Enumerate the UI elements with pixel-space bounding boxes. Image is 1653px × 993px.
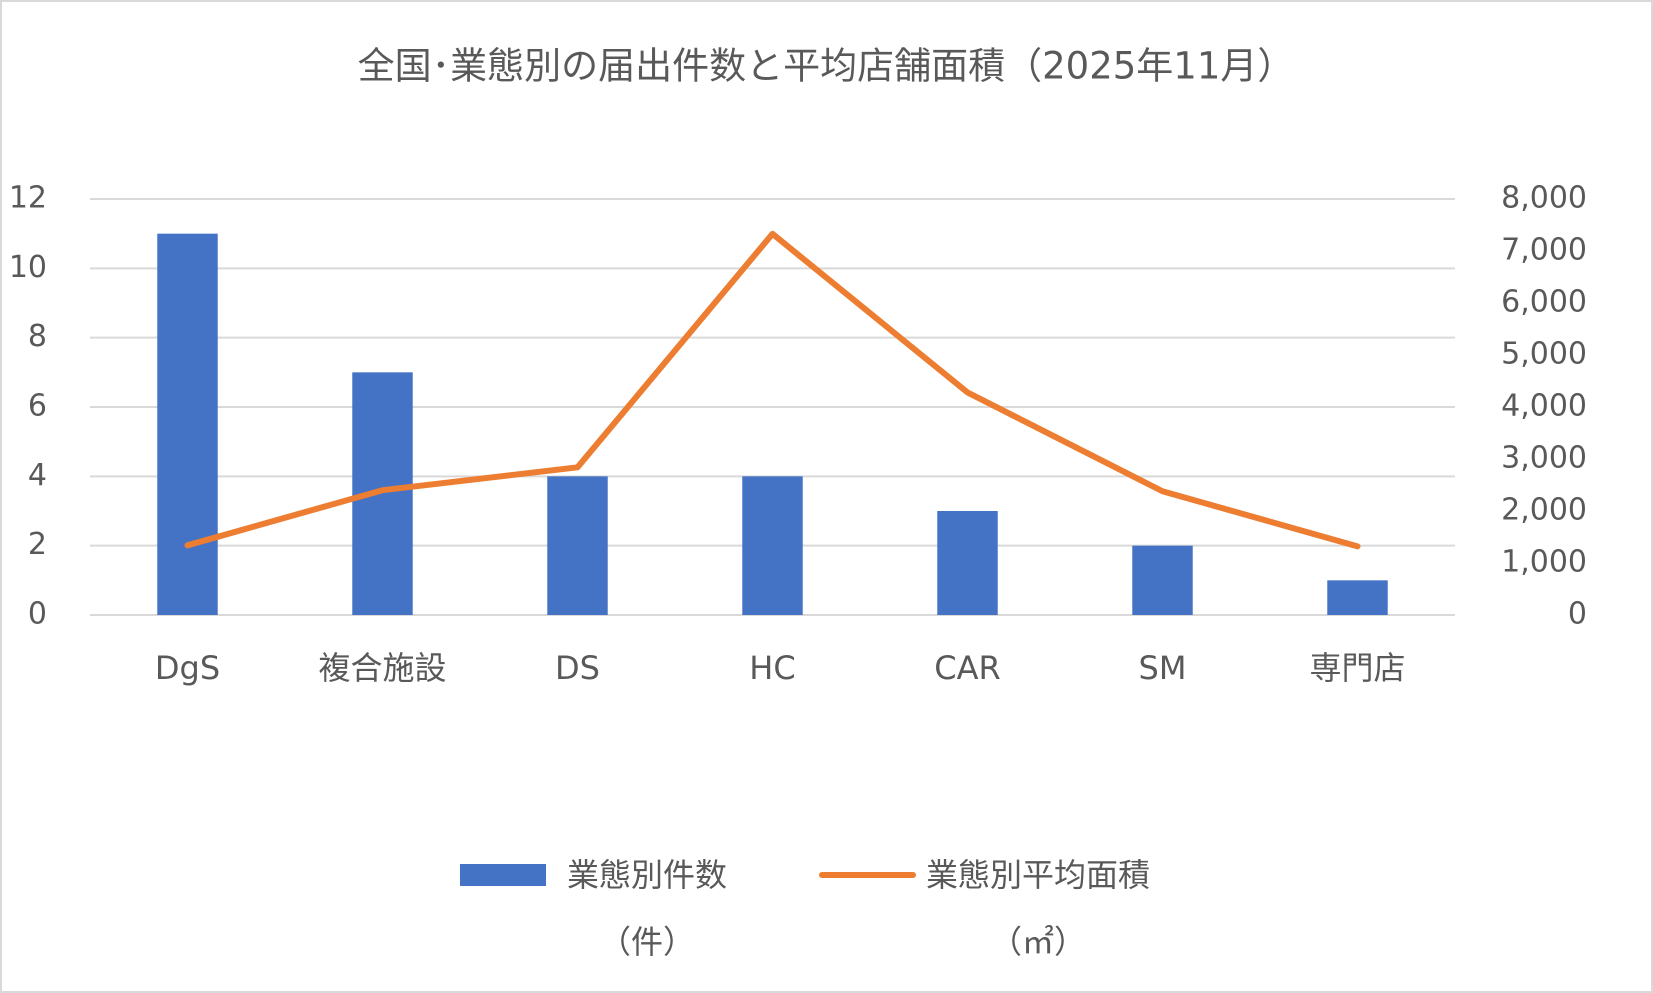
y-tick-label: 12 (9, 181, 47, 216)
y-tick-label: 0 (28, 597, 47, 632)
bar (157, 233, 218, 615)
x-tick-label: DgS (155, 649, 220, 687)
line (184, 230, 1361, 550)
y2-tick-label: 0 (1568, 597, 1587, 632)
x-tick-label: CAR (934, 649, 1000, 687)
y2-tick-label: 3,000 (1501, 441, 1587, 476)
x-tick-label: 専門店 (1309, 649, 1405, 687)
x-tick-label: SM (1139, 649, 1187, 687)
y-tick-label: 6 (28, 389, 47, 424)
y2-tick-label: 1,000 (1501, 545, 1587, 580)
bar (1132, 545, 1193, 615)
bar (937, 511, 998, 615)
x-tick-label: HC (749, 649, 795, 687)
y-tick-label: 4 (28, 458, 47, 493)
y2-tick-label: 8,000 (1501, 181, 1587, 216)
bar (547, 476, 608, 615)
chart-title: 全国･業態別の届出件数と平均店舗面積（2025年11月） (358, 45, 1295, 88)
legend-label: 業態別件数（件） (566, 856, 727, 961)
y2-tick-label: 5,000 (1501, 337, 1587, 372)
y-tick-label: 8 (28, 319, 47, 354)
y-tick-label: 2 (28, 527, 47, 562)
x-tick-label: DS (555, 649, 600, 687)
bar (742, 476, 803, 615)
y-tick-label: 10 (9, 250, 47, 285)
legend-label: 業態別平均面積（㎡） (925, 856, 1150, 961)
y2-tick-label: 7,000 (1501, 233, 1587, 268)
y2-tick-label: 4,000 (1501, 389, 1587, 424)
x-tick-label: 複合施設 (318, 649, 446, 687)
bar (1327, 580, 1388, 615)
y2-tick-label: 2,000 (1501, 493, 1587, 528)
y2-tick-label: 6,000 (1501, 285, 1587, 320)
legend-swatch (460, 864, 546, 886)
